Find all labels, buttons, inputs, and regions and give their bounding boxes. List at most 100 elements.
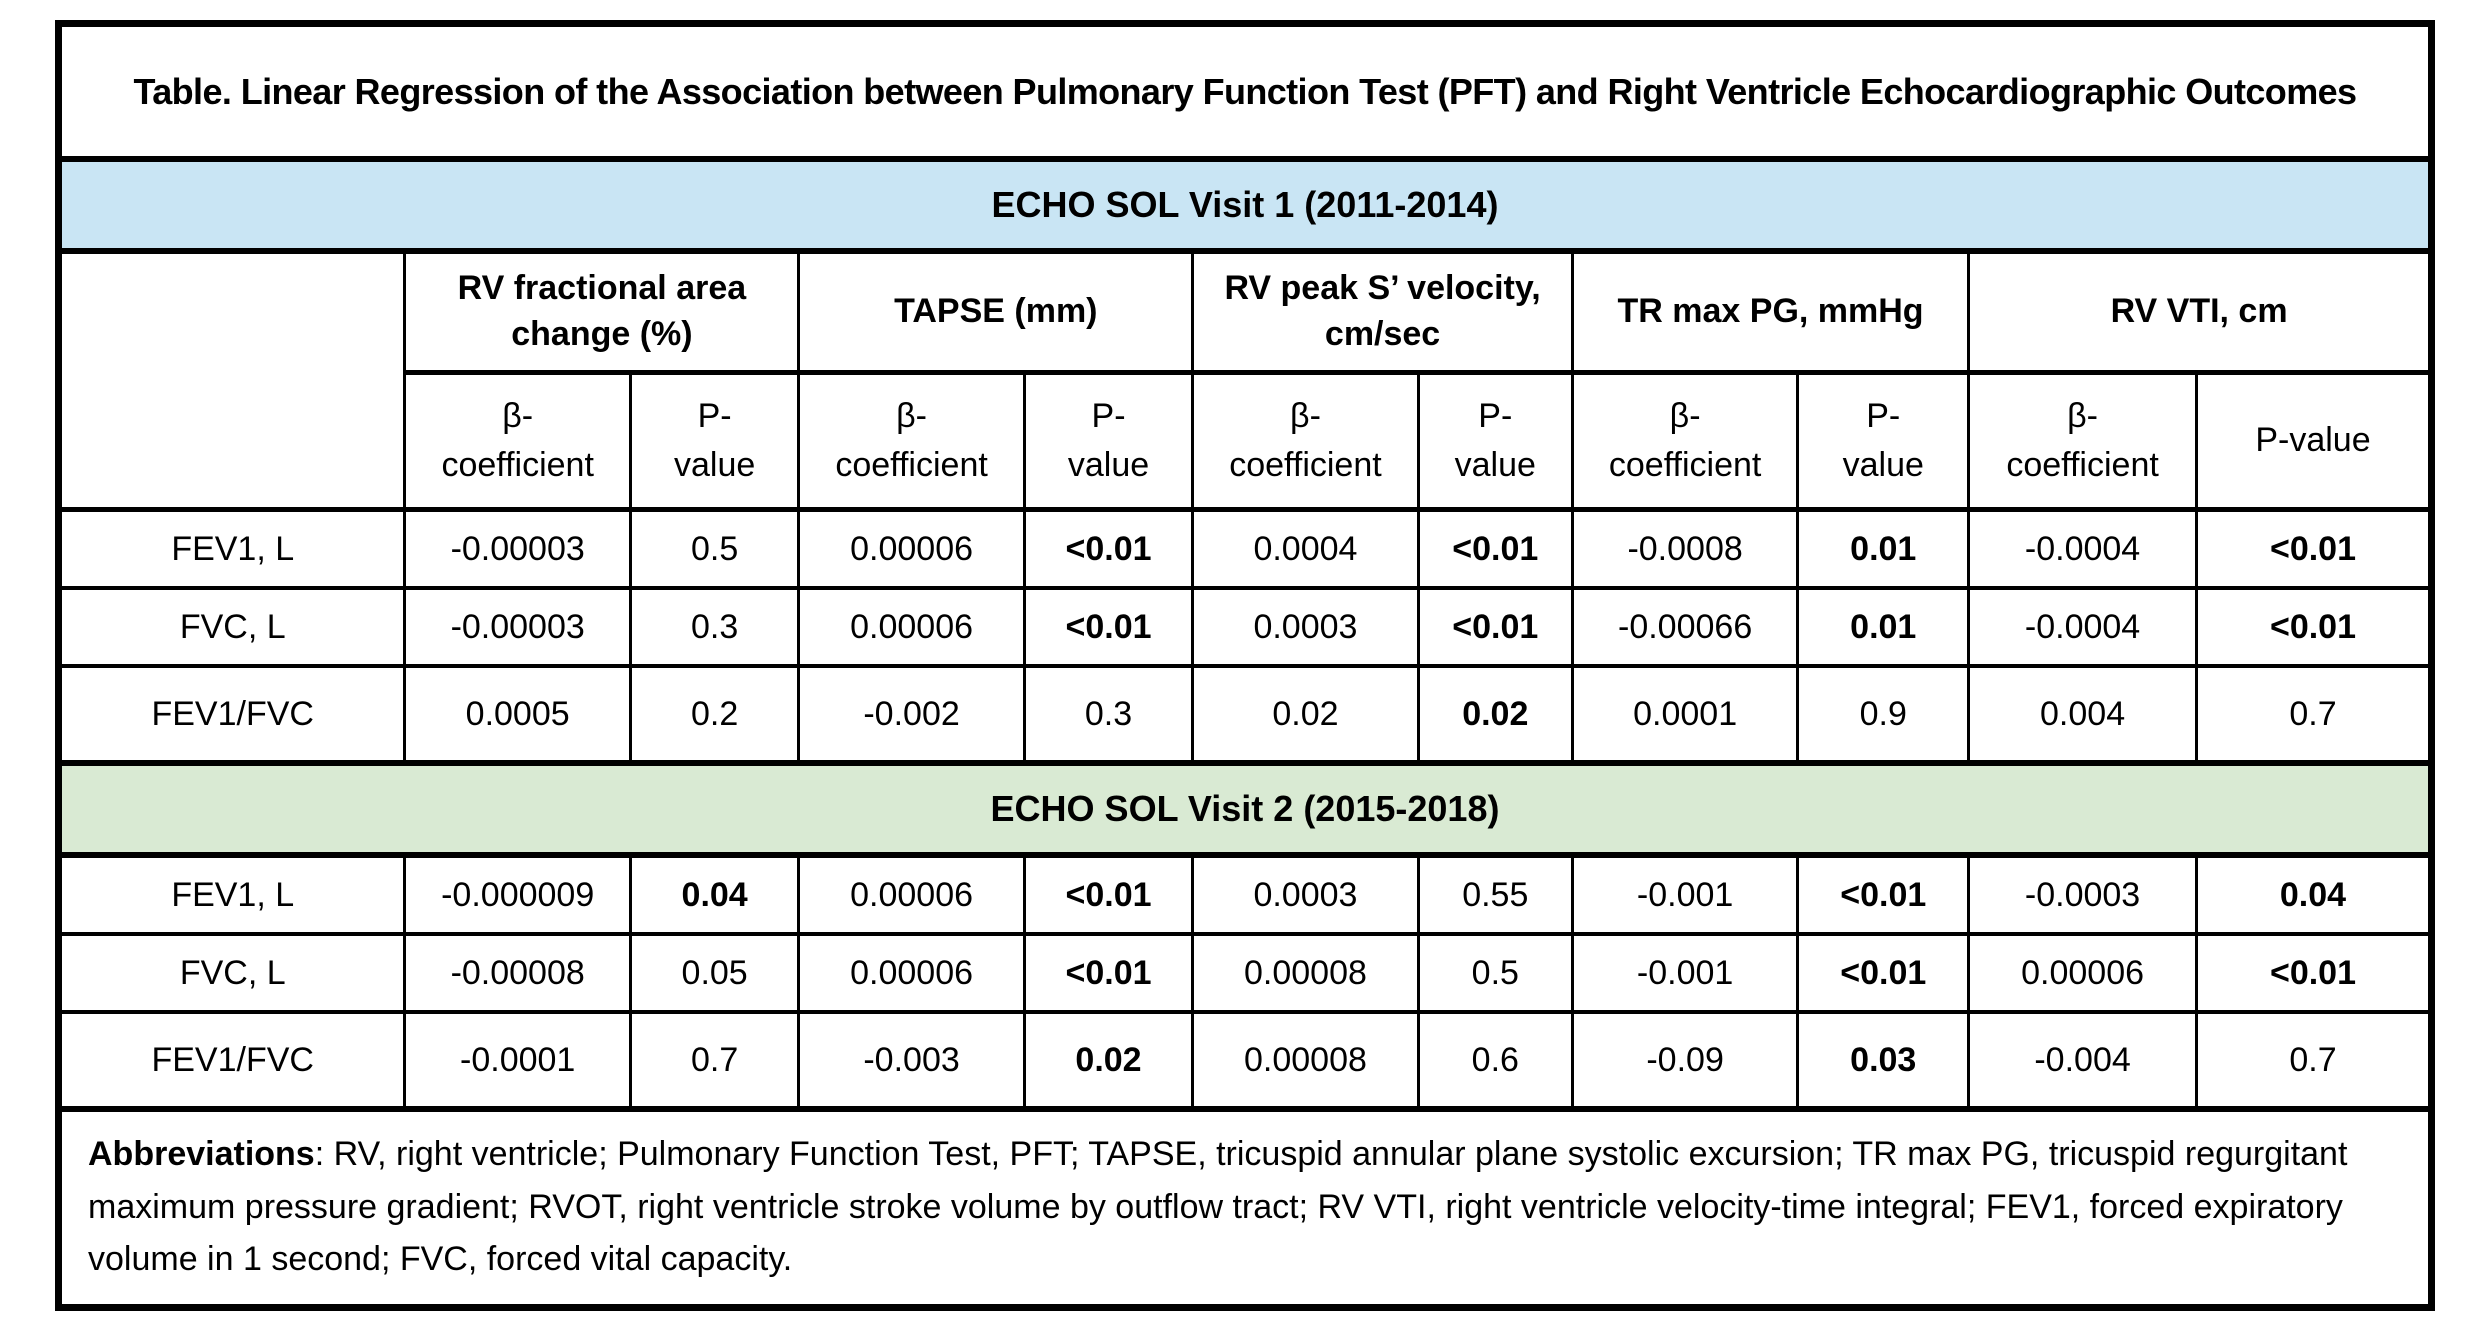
data-cell: 0.0003 bbox=[1191, 586, 1420, 668]
data-cell: -0.001 bbox=[1570, 853, 1800, 936]
data-cell: -0.09 bbox=[1570, 1010, 1800, 1111]
data-cell: 0.5 bbox=[628, 507, 801, 590]
data-cell: <0.01 bbox=[1022, 507, 1195, 590]
data-cell: <0.01 bbox=[2194, 507, 2434, 590]
subheader-beta: β- coefficient bbox=[1967, 370, 2198, 512]
data-cell: 0.55 bbox=[1416, 853, 1574, 936]
data-cell: -0.0008 bbox=[1570, 507, 1800, 590]
regression-table: Table. Linear Regression of the Associat… bbox=[55, 20, 2435, 1312]
subheader-beta: β- coefficient bbox=[1570, 370, 1800, 512]
data-cell: 0.6 bbox=[1416, 1010, 1574, 1111]
data-cell: -0.0001 bbox=[403, 1010, 632, 1111]
data-cell: 0.004 bbox=[1967, 664, 2198, 765]
data-cell: -0.00003 bbox=[403, 507, 632, 590]
group-header-rv-fractional-area: RV fractional area change (%) bbox=[403, 249, 801, 375]
table-row: FEV1/FVC 0.0005 0.2 -0.002 0.3 0.02 0.02… bbox=[56, 664, 2434, 765]
data-cell: 0.0003 bbox=[1191, 853, 1420, 936]
row-label: FEV1, L bbox=[56, 507, 407, 590]
data-cell: -0.002 bbox=[797, 664, 1026, 765]
subheader-pvalue: P- value bbox=[628, 370, 801, 512]
data-cell: 0.01 bbox=[1796, 586, 1971, 668]
table-title: Table. Linear Regression of the Associat… bbox=[57, 21, 2433, 162]
data-cell: <0.01 bbox=[2194, 586, 2434, 668]
row-label: FVC, L bbox=[56, 586, 407, 668]
data-cell: -0.0004 bbox=[1967, 507, 2198, 590]
data-cell: 0.00006 bbox=[797, 507, 1026, 590]
data-cell: -0.00066 bbox=[1570, 586, 1800, 668]
data-cell: -0.0004 bbox=[1967, 586, 2198, 668]
data-cell: 0.03 bbox=[1796, 1010, 1971, 1111]
group-header-tapse: TAPSE (mm) bbox=[797, 249, 1195, 375]
data-cell: 0.00006 bbox=[797, 932, 1026, 1014]
group-header-row: RV fractional area change (%) TAPSE (mm)… bbox=[56, 249, 2433, 512]
table-row: FEV1, L -0.00003 0.5 0.00006 <0.01 0.000… bbox=[56, 507, 2434, 590]
subheader-beta: β- coefficient bbox=[797, 370, 1026, 512]
row-label: FEV1, L bbox=[56, 853, 407, 936]
data-cell: -0.00003 bbox=[403, 586, 632, 668]
subheader-row: β- coefficient P- value β- coefficient P… bbox=[59, 370, 2434, 512]
data-cell: 0.00008 bbox=[1191, 932, 1420, 1014]
corner-cell bbox=[56, 249, 407, 512]
data-cell: 0.9 bbox=[1796, 664, 1971, 765]
data-cell: 0.7 bbox=[2194, 664, 2434, 765]
data-cell: 0.7 bbox=[2194, 1010, 2434, 1111]
data-cell: 0.05 bbox=[628, 932, 801, 1014]
data-cell: 0.01 bbox=[1796, 507, 1971, 590]
table-row: FEV1/FVC -0.0001 0.7 -0.003 0.02 0.00008… bbox=[56, 1010, 2434, 1111]
subheader-pvalue: P- value bbox=[1796, 370, 1971, 512]
subheader-beta: β- coefficient bbox=[403, 370, 632, 512]
data-cell: -0.001 bbox=[1570, 932, 1800, 1014]
data-cell: 0.02 bbox=[1191, 664, 1420, 765]
data-cell: 0.00006 bbox=[1967, 932, 2198, 1014]
data-cell: 0.04 bbox=[2194, 853, 2434, 936]
group-header-rv-peak-s-velocity: RV peak S’ velocity, cm/sec bbox=[1191, 249, 1574, 375]
abbreviations-note: Abbreviations: RV, right ventricle; Pulm… bbox=[57, 1106, 2433, 1310]
data-cell: 0.3 bbox=[628, 586, 801, 668]
data-cell: 0.00006 bbox=[797, 586, 1026, 668]
row-label: FVC, L bbox=[56, 932, 407, 1014]
subheader-pvalue: P-value bbox=[2194, 370, 2434, 512]
data-cell: 0.2 bbox=[628, 664, 801, 765]
data-cell: <0.01 bbox=[1796, 853, 1971, 936]
subheader-beta: β- coefficient bbox=[1191, 370, 1420, 512]
table-row: FVC, L -0.00003 0.3 0.00006 <0.01 0.0003… bbox=[56, 586, 2434, 668]
title-row: Table. Linear Regression of the Associat… bbox=[57, 21, 2433, 162]
footnote-row: Abbreviations: RV, right ventricle; Pulm… bbox=[57, 1106, 2433, 1310]
subheader-pvalue: P- value bbox=[1022, 370, 1195, 512]
data-cell: -0.000009 bbox=[403, 853, 632, 936]
data-cell: <0.01 bbox=[1022, 853, 1195, 936]
data-cell: <0.01 bbox=[1416, 586, 1574, 668]
abbreviations-label: Abbreviations bbox=[88, 1135, 315, 1173]
data-cell: 0.0004 bbox=[1191, 507, 1420, 590]
data-cell: 0.02 bbox=[1416, 664, 1574, 765]
visit1-banner-row: ECHO SOL Visit 1 (2011-2014) bbox=[57, 156, 2433, 254]
data-cell: 0.00008 bbox=[1191, 1010, 1420, 1111]
data-cell: 0.04 bbox=[628, 853, 801, 936]
table-row: FVC, L -0.00008 0.05 0.00006 <0.01 0.000… bbox=[56, 932, 2434, 1014]
data-cell: -0.00008 bbox=[403, 932, 632, 1014]
row-label: FEV1/FVC bbox=[56, 1010, 407, 1111]
data-cell: -0.0003 bbox=[1967, 853, 2198, 936]
visit2-banner-row: ECHO SOL Visit 2 (2015-2018) bbox=[57, 760, 2433, 858]
table-row: FEV1, L -0.000009 0.04 0.00006 <0.01 0.0… bbox=[56, 853, 2434, 936]
data-cell: 0.00006 bbox=[797, 853, 1026, 936]
data-cell: 0.7 bbox=[628, 1010, 801, 1111]
data-cell: -0.003 bbox=[797, 1010, 1026, 1111]
data-cell: 0.0005 bbox=[403, 664, 632, 765]
group-header-rv-vti: RV VTI, cm bbox=[1967, 249, 2433, 375]
data-cell: <0.01 bbox=[1022, 932, 1195, 1014]
data-cell: <0.01 bbox=[2194, 932, 2434, 1014]
abbreviations-text: : RV, right ventricle; Pulmonary Functio… bbox=[88, 1135, 2348, 1279]
data-cell: 0.02 bbox=[1022, 1010, 1195, 1111]
row-label: FEV1/FVC bbox=[56, 664, 407, 765]
subheader-pvalue: P- value bbox=[1416, 370, 1574, 512]
data-cell: 0.0001 bbox=[1570, 664, 1800, 765]
data-cell: 0.5 bbox=[1416, 932, 1574, 1014]
visit2-banner: ECHO SOL Visit 2 (2015-2018) bbox=[57, 760, 2433, 858]
data-cell: <0.01 bbox=[1796, 932, 1971, 1014]
visit1-banner: ECHO SOL Visit 1 (2011-2014) bbox=[57, 156, 2433, 254]
group-header-tr-max-pg: TR max PG, mmHg bbox=[1570, 249, 1971, 375]
data-cell: -0.004 bbox=[1967, 1010, 2198, 1111]
data-cell: 0.3 bbox=[1022, 664, 1195, 765]
